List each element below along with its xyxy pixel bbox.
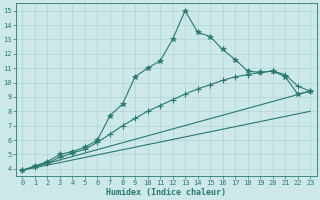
X-axis label: Humidex (Indice chaleur): Humidex (Indice chaleur) (106, 188, 226, 197)
